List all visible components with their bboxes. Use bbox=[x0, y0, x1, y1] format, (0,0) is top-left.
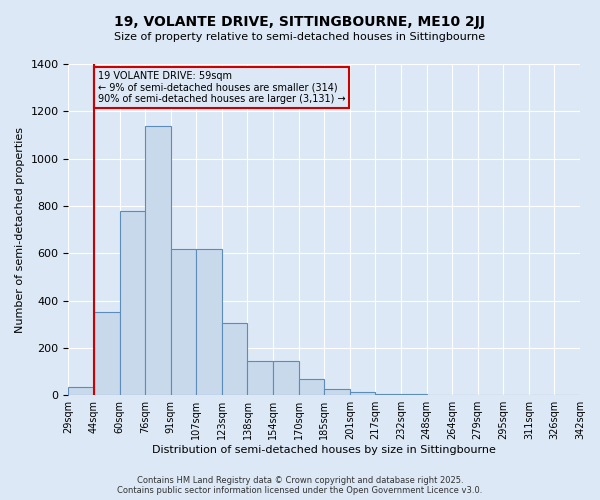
Bar bbox=[299, 378, 324, 395]
Y-axis label: Number of semi-detached properties: Number of semi-detached properties bbox=[15, 126, 25, 332]
Bar bbox=[145, 126, 171, 395]
Bar bbox=[222, 323, 247, 395]
Bar bbox=[196, 248, 222, 395]
Bar bbox=[273, 361, 299, 395]
Text: 19, VOLANTE DRIVE, SITTINGBOURNE, ME10 2JJ: 19, VOLANTE DRIVE, SITTINGBOURNE, ME10 2… bbox=[115, 15, 485, 29]
Bar bbox=[171, 248, 196, 395]
Bar bbox=[350, 392, 376, 395]
Bar bbox=[376, 394, 401, 395]
Bar bbox=[119, 210, 145, 395]
Text: Size of property relative to semi-detached houses in Sittingbourne: Size of property relative to semi-detach… bbox=[115, 32, 485, 42]
Text: 19 VOLANTE DRIVE: 59sqm
← 9% of semi-detached houses are smaller (314)
90% of se: 19 VOLANTE DRIVE: 59sqm ← 9% of semi-det… bbox=[98, 71, 346, 104]
Bar bbox=[94, 312, 119, 395]
Bar bbox=[247, 361, 273, 395]
Bar bbox=[324, 390, 350, 395]
Text: Contains HM Land Registry data © Crown copyright and database right 2025.
Contai: Contains HM Land Registry data © Crown c… bbox=[118, 476, 482, 495]
Bar bbox=[68, 387, 94, 395]
Bar bbox=[401, 394, 427, 395]
X-axis label: Distribution of semi-detached houses by size in Sittingbourne: Distribution of semi-detached houses by … bbox=[152, 445, 496, 455]
